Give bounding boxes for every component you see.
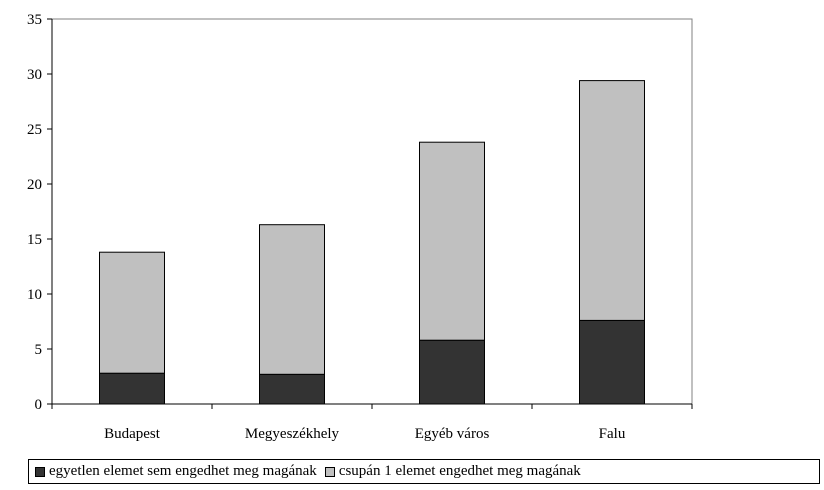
bar-2-4	[579, 80, 645, 321]
bar-1-4	[579, 319, 645, 405]
legend: egyetlen elemet sem engedhet meg magának…	[28, 459, 820, 484]
x-tick-label: Megyeszékhely	[245, 426, 340, 442]
x-axis: Budapest Megyeszékhely Egyéb város Falu	[51, 403, 693, 442]
legend-item-series-2: csupán 1 elemet engedhet meg magának	[324, 463, 581, 480]
legend-swatch-series-2	[324, 466, 335, 477]
bar-2-3	[419, 141, 485, 341]
legend-label-series-2: csupán 1 elemet engedhet meg magának	[338, 463, 581, 479]
bar-2-2	[259, 224, 325, 375]
y-tick-label: 5	[35, 342, 43, 358]
bar-2-1	[99, 251, 165, 374]
legend-label-series-1: egyetlen elemet sem engedhet meg magának	[49, 463, 317, 479]
bars	[99, 80, 645, 405]
bar-1-1	[99, 372, 165, 405]
bar-1-3	[419, 339, 485, 405]
x-tick-label: Egyéb város	[415, 426, 490, 442]
bar-1-2	[259, 373, 325, 405]
legend-item-series-1: egyetlen elemet sem engedhet meg magának	[35, 463, 317, 480]
legend-swatch-series-1	[35, 466, 45, 477]
y-tick-label: 0	[35, 397, 43, 413]
y-tick-label: 25	[27, 122, 42, 138]
y-axis: 0 5 10 15 20 25 30 35	[27, 12, 53, 413]
x-tick-label: Budapest	[104, 426, 161, 442]
y-tick-label: 15	[27, 232, 42, 248]
y-tick-label: 20	[27, 177, 42, 193]
y-tick-label: 30	[27, 67, 42, 83]
x-tick-label: Falu	[599, 426, 626, 442]
y-tick-label: 35	[27, 12, 42, 28]
y-tick-label: 10	[27, 287, 42, 303]
